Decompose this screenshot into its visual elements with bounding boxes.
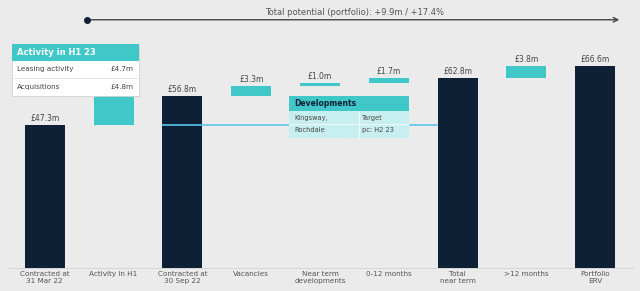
Bar bbox=[289, 95, 410, 138]
Text: £66.6m: £66.6m bbox=[580, 55, 610, 64]
Bar bbox=[506, 66, 547, 78]
Bar bbox=[163, 96, 202, 268]
Text: £3.3m: £3.3m bbox=[239, 75, 264, 84]
Text: £56.8m: £56.8m bbox=[168, 85, 197, 94]
Bar bbox=[300, 83, 340, 86]
Text: £4.7m: £4.7m bbox=[111, 66, 134, 72]
Text: Leasing activity: Leasing activity bbox=[17, 66, 74, 72]
Bar bbox=[369, 78, 409, 83]
Bar bbox=[93, 96, 134, 125]
Text: £1.0m: £1.0m bbox=[308, 72, 332, 81]
Text: £9.5m: £9.5m bbox=[101, 85, 126, 94]
Text: £1.7m: £1.7m bbox=[377, 67, 401, 76]
Text: £3.8m: £3.8m bbox=[515, 55, 538, 64]
Text: Rochdale: Rochdale bbox=[294, 127, 325, 133]
Bar bbox=[438, 78, 477, 268]
Bar bbox=[12, 44, 139, 95]
Bar bbox=[289, 95, 410, 111]
Text: £62.8m: £62.8m bbox=[443, 67, 472, 76]
Text: Acquisitions: Acquisitions bbox=[17, 84, 61, 90]
Text: £47.3m: £47.3m bbox=[30, 113, 60, 123]
Text: Total potential (portfolio): +9.9m / +17.4%: Total potential (portfolio): +9.9m / +17… bbox=[265, 8, 444, 17]
Bar bbox=[25, 125, 65, 268]
Bar bbox=[231, 86, 271, 96]
Bar bbox=[12, 44, 139, 61]
Text: Activity in H1 23: Activity in H1 23 bbox=[17, 48, 96, 57]
Text: Kingsway,: Kingsway, bbox=[294, 114, 328, 120]
Text: Target: Target bbox=[362, 114, 383, 120]
Text: £4.8m: £4.8m bbox=[111, 84, 134, 90]
Bar bbox=[575, 66, 615, 268]
Text: Developments: Developments bbox=[294, 99, 356, 108]
Text: pc: H2 23: pc: H2 23 bbox=[362, 127, 394, 133]
